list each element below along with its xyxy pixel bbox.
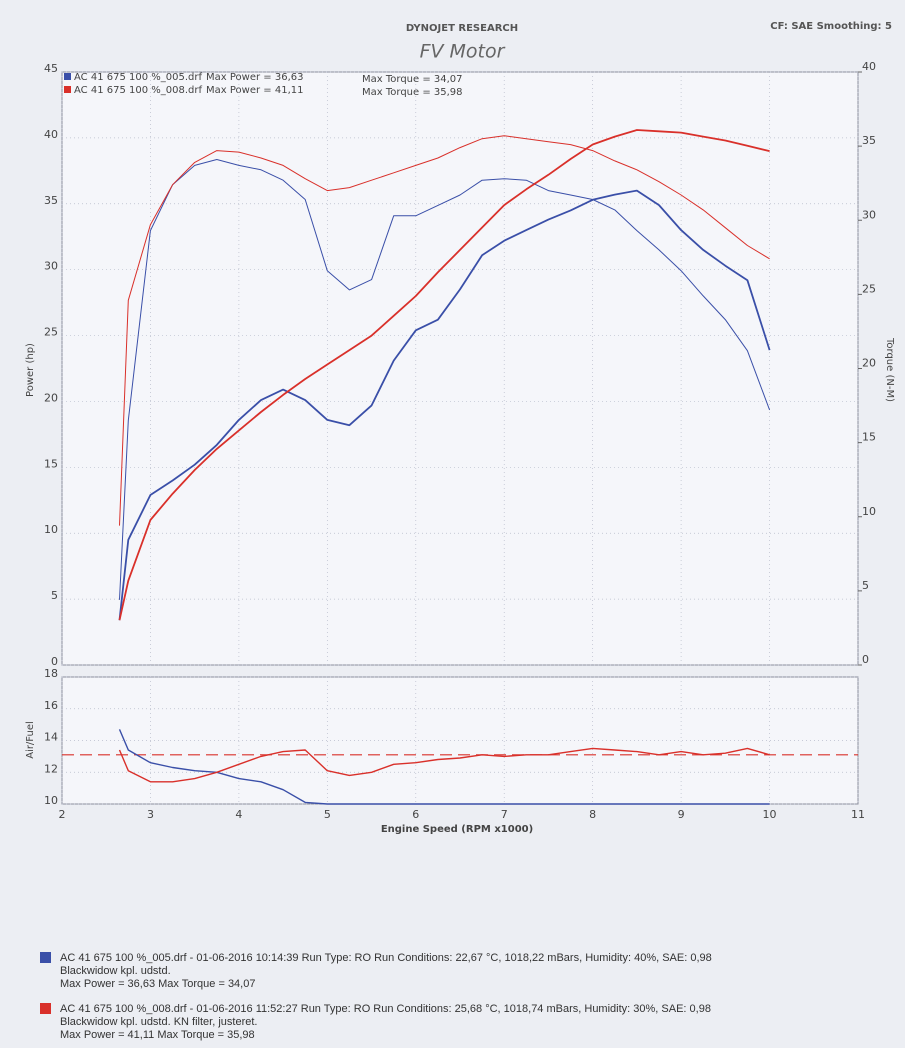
y-tick-label: 14 [44, 731, 58, 744]
brand: DYNOJET RESEARCH [406, 23, 518, 34]
x-tick-label: 7 [501, 808, 508, 821]
series-line [118, 129, 770, 621]
y2-tick-label: 25 [862, 282, 876, 295]
y-tick-label: 45 [44, 62, 58, 75]
y2-tick-label: 5 [862, 579, 869, 592]
note-line: Max Power = 36,63 Max Torque = 34,07 [60, 978, 255, 990]
y2-tick-label: 35 [862, 134, 876, 147]
series-line [119, 159, 771, 600]
y-tick-label: 18 [44, 667, 58, 680]
settings: CF: SAE Smoothing: 5 [770, 21, 892, 32]
y-tick-label: 25 [44, 326, 58, 339]
legend-torque: Max Torque = 34,07 [362, 74, 463, 85]
legend-entry: AC 41 675 100 %_005.drf Max Power = 36,63 [74, 72, 303, 83]
note-line: AC 41 675 100 %_005.drf - 01-06-2016 10:… [60, 952, 712, 964]
y2-tick-label: 15 [862, 431, 876, 444]
note-line: AC 41 675 100 %_008.drf - 01-06-2016 11:… [60, 1003, 711, 1015]
y2-tick-label: 0 [862, 653, 869, 666]
note-swatch [40, 1003, 51, 1014]
afr-axis-label: Air/Fuel [25, 721, 36, 759]
plot-area [61, 71, 859, 666]
legend-swatch [64, 86, 71, 93]
y-tick-label: 10 [44, 794, 58, 807]
y-axis-label: Power (hp) [25, 343, 36, 397]
series-line [118, 747, 770, 783]
x-tick-label: 3 [147, 808, 154, 821]
y-tick-label: 40 [44, 128, 58, 141]
y-tick-label: 10 [44, 523, 58, 536]
y-tick-label: 16 [44, 699, 58, 712]
y-tick-label: 12 [44, 762, 58, 775]
y2-tick-label: 10 [862, 505, 876, 518]
y-tick-label: 0 [51, 655, 58, 668]
x-tick-label: 2 [59, 808, 66, 821]
series-line [118, 189, 771, 621]
x-axis-label: Engine Speed (RPM x1000) [381, 824, 533, 835]
legend-entry: AC 41 675 100 %_008.drf Max Power = 41,11 [74, 85, 303, 96]
y2-tick-label: 30 [862, 208, 876, 221]
note-line: Blackwidow kpl. udstd. [60, 965, 171, 977]
legend-swatch [64, 73, 71, 80]
y2-axis-label: Torque (N-M) [884, 337, 895, 402]
chart-title: FV Motor [420, 41, 506, 63]
y-tick-label: 20 [44, 391, 58, 404]
x-tick-label: 11 [851, 808, 865, 821]
x-tick-label: 9 [678, 808, 685, 821]
x-tick-label: 4 [235, 808, 242, 821]
y-tick-label: 5 [51, 589, 58, 602]
y2-tick-label: 20 [862, 357, 876, 370]
x-tick-label: 5 [324, 808, 331, 821]
y-tick-label: 15 [44, 457, 58, 470]
x-tick-label: 6 [412, 808, 419, 821]
note-line: Blackwidow kpl. udstd. KN filter, juster… [60, 1016, 257, 1028]
y-tick-label: 30 [44, 260, 58, 273]
x-tick-label: 10 [763, 808, 777, 821]
series-line [119, 135, 770, 526]
y-tick-label: 35 [44, 194, 58, 207]
y2-tick-label: 40 [862, 60, 876, 73]
note-swatch [40, 952, 51, 963]
x-tick-label: 8 [589, 808, 596, 821]
legend-torque: Max Torque = 35,98 [362, 87, 463, 98]
note-line: Max Power = 41,11 Max Torque = 35,98 [60, 1029, 255, 1041]
